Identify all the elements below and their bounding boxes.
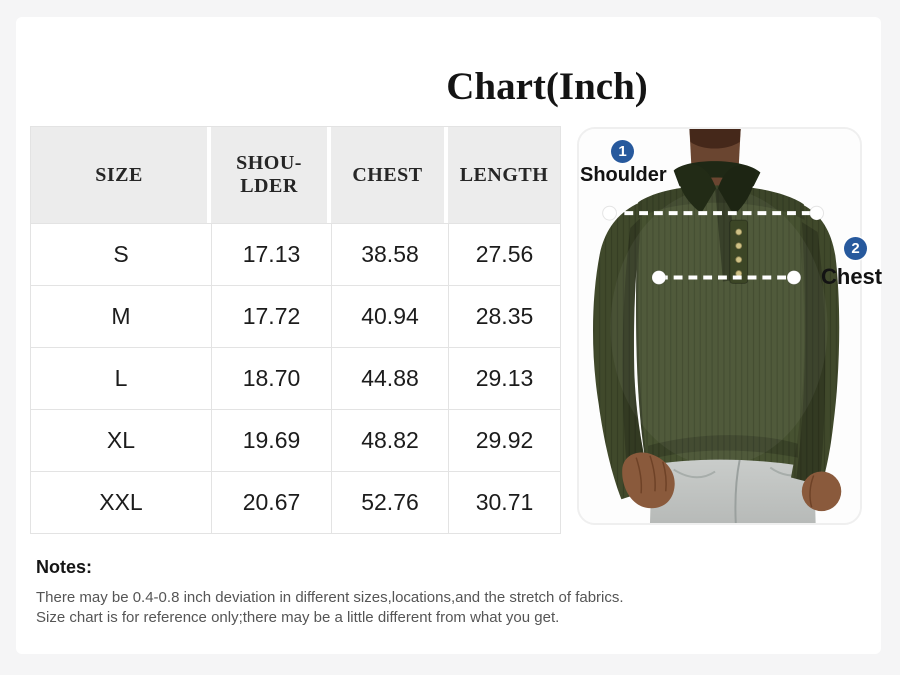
cell-chest: 48.82 <box>331 410 448 471</box>
cell-chest: 52.76 <box>331 472 448 533</box>
content-card: Chart(Inch) SIZE SHOU- LDER CHEST LENGTH… <box>16 17 882 654</box>
table-row: M 17.72 40.94 28.35 <box>31 285 560 347</box>
note-line: Size chart is for reference only;there m… <box>36 608 560 626</box>
cell-size: L <box>114 365 128 391</box>
cell-length: 29.13 <box>448 348 560 409</box>
notes-heading: Notes: <box>36 557 93 577</box>
note-line: There may be 0.4-0.8 inch deviation in d… <box>36 589 624 606</box>
cell-size: XL <box>106 427 136 453</box>
product-photo-panel <box>577 127 862 525</box>
chest-measure-line <box>651 270 802 285</box>
size-table: SIZE SHOU- LDER CHEST LENGTH S 17.13 38.… <box>30 126 561 534</box>
cell-length: 28.35 <box>448 286 560 347</box>
shoulder-measure-line <box>602 205 825 221</box>
table-row: S 17.13 38.58 27.56 <box>31 223 560 285</box>
cell-chest: 38.58 <box>331 224 448 285</box>
cell-size: M <box>111 303 131 329</box>
column-header-length: LENGTH <box>448 127 560 223</box>
cell-length: 27.56 <box>448 224 560 285</box>
cell-shoulder: 19.69 <box>211 410 331 471</box>
table-row: L 18.70 44.88 29.13 <box>31 347 560 409</box>
cell-size: XXL <box>99 489 143 515</box>
table-header-row: SIZE SHOU- LDER CHEST LENGTH <box>31 127 560 223</box>
column-header-size: SIZE <box>31 127 211 223</box>
cell-length: 30.71 <box>448 472 560 533</box>
page-title: Chart(Inch) <box>446 65 648 108</box>
cell-chest: 44.88 <box>331 348 448 409</box>
cell-shoulder: 18.70 <box>211 348 331 409</box>
table-row: XL 19.69 48.82 29.92 <box>31 409 560 471</box>
table-row: XXL 20.67 52.76 30.71 <box>31 471 560 533</box>
cell-chest: 40.94 <box>331 286 448 347</box>
cell-shoulder: 17.13 <box>211 224 331 285</box>
cell-length: 29.92 <box>448 410 560 471</box>
cell-shoulder: 20.67 <box>211 472 331 533</box>
notes-section: Notes: There may be 0.4-0.8 inch deviati… <box>36 557 676 627</box>
column-header-shoulder: SHOU- LDER <box>211 127 331 223</box>
polo-shirt-illustration <box>579 129 860 523</box>
column-header-chest: CHEST <box>331 127 448 223</box>
cell-size: S <box>113 241 129 267</box>
cell-shoulder: 17.72 <box>211 286 331 347</box>
